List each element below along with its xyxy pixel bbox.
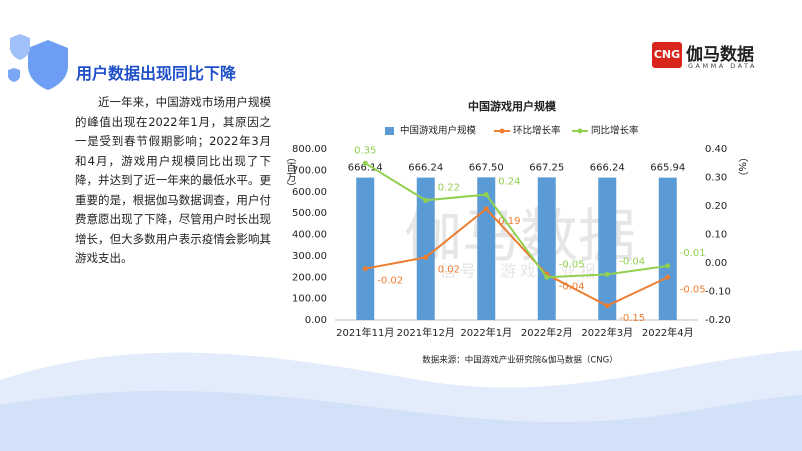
y2-tick-label: 0.40 xyxy=(705,144,727,155)
wave xyxy=(0,390,802,451)
line-point xyxy=(362,160,368,166)
line-point xyxy=(483,206,489,212)
point-label: -0.02 xyxy=(377,276,403,287)
watermark: 伽马数据 xyxy=(404,202,636,270)
point-label: -0.15 xyxy=(619,313,645,324)
line-point xyxy=(362,266,368,272)
y-tick-label: 700.00 xyxy=(292,165,327,176)
point-label: 0.22 xyxy=(438,182,460,193)
legend-label: 同比增长率 xyxy=(591,125,639,137)
y2-tick-label: 0.10 xyxy=(705,230,727,241)
line xyxy=(365,207,669,307)
paragraph: 近一年来，中国游戏市场用户规模的峰值出现在2022年1月，其原因之一是受到春节假… xyxy=(75,95,271,265)
y-tick-label: 100.00 xyxy=(292,294,327,305)
bar-label: 665.94 xyxy=(650,163,685,174)
y-tick-label: 500.00 xyxy=(292,208,327,219)
y2-tick-label: -0.10 xyxy=(705,287,731,298)
x-tick-label: 2022年1月 xyxy=(460,326,512,339)
legend-label: 中国游戏用户规模 xyxy=(400,125,477,137)
point-label: 0.24 xyxy=(498,177,520,188)
x-tick-label: 2022年2月 xyxy=(521,326,573,339)
point-label: -0.05 xyxy=(559,259,585,270)
bar-label: 666.24 xyxy=(590,163,625,174)
bar-label: 666.14 xyxy=(348,163,383,174)
x-tick-label: 2022年3月 xyxy=(581,326,633,339)
x-tick-label: 2021年11月 xyxy=(336,326,394,339)
bar-label: 667.50 xyxy=(469,162,504,173)
y2-tick-label: 0.30 xyxy=(705,173,727,184)
bar xyxy=(598,177,617,320)
y-tick-label: 300.00 xyxy=(292,251,327,262)
line-point xyxy=(665,274,671,280)
bar xyxy=(658,177,677,320)
line-point xyxy=(665,263,671,269)
x-tick-label: 2022年4月 xyxy=(642,326,694,339)
point-label: -0.04 xyxy=(559,281,585,292)
bar-label: 666.24 xyxy=(408,163,443,174)
y2-tick-label: 0.00 xyxy=(705,258,727,269)
line-point xyxy=(604,303,610,309)
y2-tick-label: -0.20 xyxy=(705,315,731,326)
line-point xyxy=(423,254,429,260)
y-tick-label: 400.00 xyxy=(292,230,327,241)
shield xyxy=(28,40,68,90)
shield xyxy=(10,34,30,60)
shield xyxy=(8,68,20,82)
y2-axis-label: （%） xyxy=(736,152,748,182)
line-point xyxy=(544,274,550,280)
bar xyxy=(356,177,375,320)
logo-en: GAMMA DATA xyxy=(688,62,757,70)
slide-title: 用户数据出现同比下降 xyxy=(76,64,237,83)
line-point xyxy=(604,271,610,277)
source: 数据来源：中国游戏产业研究院&伽马数据（CNG） xyxy=(422,355,618,366)
point-label: -0.01 xyxy=(680,248,706,259)
x-tick-label: 2021年12月 xyxy=(397,326,455,339)
legend-swatch xyxy=(385,127,394,135)
legend-label: 环比增长率 xyxy=(513,125,561,137)
y-tick-label: 0.00 xyxy=(305,315,327,326)
bar xyxy=(537,177,556,320)
y-tick-label: 600.00 xyxy=(292,187,327,198)
legend-swatch xyxy=(499,128,505,134)
y-tick-label: 200.00 xyxy=(292,272,327,283)
point-label: 0.35 xyxy=(354,145,376,156)
point-label: 0.02 xyxy=(438,264,460,275)
logo-mark: CNG xyxy=(652,42,682,68)
logo: CNG 伽马数据 GAMMA DATA xyxy=(652,40,772,74)
point-label: -0.05 xyxy=(680,284,706,295)
point-label: 0.19 xyxy=(498,216,520,227)
bar xyxy=(477,177,496,320)
legend-swatch xyxy=(577,128,583,134)
bar-label: 667.25 xyxy=(529,162,564,173)
y-tick-label: 800.00 xyxy=(292,144,327,155)
logo-name: 伽马数据 xyxy=(686,45,754,65)
line-point xyxy=(423,197,429,203)
bar xyxy=(416,177,435,320)
y2-tick-label: 0.20 xyxy=(705,201,727,212)
line-point xyxy=(483,192,489,198)
y-axis-label: （百万） xyxy=(284,152,296,192)
chart-title: 中国游戏用户规模 xyxy=(468,99,557,113)
point-label: -0.04 xyxy=(619,256,645,267)
line xyxy=(364,162,668,279)
